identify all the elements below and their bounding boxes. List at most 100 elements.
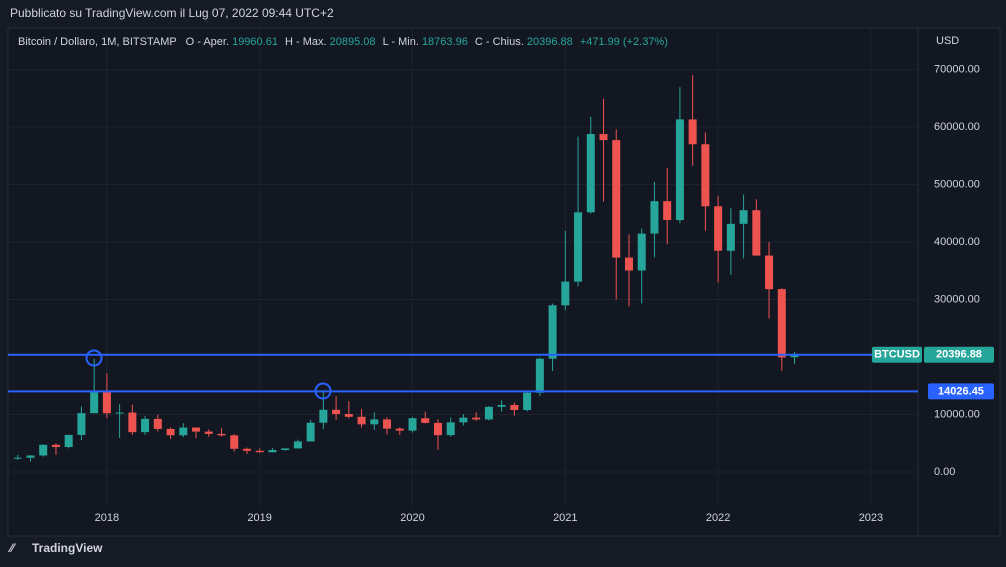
candle-body bbox=[612, 140, 621, 258]
legend-close-label: C - Chius. bbox=[475, 36, 524, 48]
legend-low-label: L - Min. bbox=[383, 36, 419, 48]
candle-body bbox=[39, 444, 48, 456]
candle-body bbox=[574, 212, 583, 282]
candle-body bbox=[523, 392, 532, 411]
candle-body bbox=[166, 428, 175, 436]
candle-body bbox=[64, 434, 73, 448]
y-tick-label: 70000.00 bbox=[934, 63, 980, 75]
candle-body bbox=[561, 281, 570, 306]
legend-open: 19960.61 bbox=[232, 36, 278, 48]
candle-body bbox=[77, 413, 86, 435]
y-tick-label: 10000.00 bbox=[934, 408, 980, 420]
candle-body bbox=[535, 358, 544, 393]
candle-body bbox=[115, 412, 124, 414]
candle-body bbox=[663, 201, 672, 221]
price-value-box bbox=[924, 346, 994, 363]
candle-body bbox=[726, 223, 735, 251]
candle-body bbox=[777, 289, 786, 358]
candle-body bbox=[688, 119, 697, 145]
x-tick-label: 2022 bbox=[706, 512, 730, 524]
candle-body bbox=[230, 435, 239, 449]
price-value: 20396.88 bbox=[936, 349, 982, 361]
annotation-circle bbox=[314, 382, 332, 400]
footer-logo: ⁄⁄ bbox=[7, 541, 17, 555]
price-name-box bbox=[872, 346, 922, 363]
candle-body bbox=[701, 144, 710, 207]
candle-body bbox=[421, 418, 430, 423]
y-tick-label: 30000.00 bbox=[934, 293, 980, 305]
legend-low: 18763.96 bbox=[422, 36, 468, 48]
candle-body bbox=[548, 305, 557, 359]
legend-close: 20396.88 bbox=[527, 36, 573, 48]
annotation-circle bbox=[85, 349, 103, 367]
candle-body bbox=[153, 418, 162, 429]
footer-brand: TradingView bbox=[32, 541, 103, 555]
y-axis-label: USD bbox=[936, 35, 959, 47]
candle-body bbox=[484, 406, 493, 420]
candle-body bbox=[13, 457, 22, 459]
candle-body bbox=[446, 422, 455, 436]
y-tick-label: 40000.00 bbox=[934, 236, 980, 248]
legend-open-label: O - Aper. bbox=[186, 36, 229, 48]
candle-body bbox=[268, 450, 277, 453]
candle-body bbox=[459, 417, 468, 423]
candle-body bbox=[293, 441, 302, 449]
legend: Bitcoin / Dollaro, 1M, BITSTAMP O - Aper… bbox=[18, 36, 668, 48]
candle-body bbox=[790, 354, 799, 358]
candle-body bbox=[675, 119, 684, 221]
hline-label-box bbox=[928, 383, 994, 400]
y-tick-label: 60000.00 bbox=[934, 121, 980, 133]
x-tick-label: 2021 bbox=[553, 512, 577, 524]
candle-body bbox=[141, 418, 150, 433]
candle-body bbox=[395, 428, 404, 431]
header: Pubblicato su TradingView.com il Lug 07,… bbox=[10, 6, 334, 20]
candle-body bbox=[752, 210, 761, 256]
candle-body bbox=[510, 405, 519, 411]
candle-body bbox=[765, 255, 774, 290]
candle-body bbox=[370, 419, 379, 425]
candle-body bbox=[281, 448, 290, 451]
candle-body bbox=[319, 409, 328, 423]
candle-body bbox=[51, 444, 60, 448]
candle-body bbox=[217, 433, 226, 436]
candle-body bbox=[332, 409, 341, 415]
candle-body bbox=[102, 392, 111, 414]
legend-symbol: Bitcoin / Dollaro, 1M, BITSTAMP bbox=[18, 36, 177, 48]
candle-body bbox=[714, 206, 723, 251]
x-tick-label: 2019 bbox=[247, 512, 271, 524]
x-tick-label: 2020 bbox=[400, 512, 424, 524]
price-name: BTCUSD bbox=[874, 349, 920, 361]
candle-body bbox=[599, 134, 608, 141]
candle-body bbox=[383, 419, 392, 429]
candle-body bbox=[472, 417, 481, 420]
candle-body bbox=[637, 233, 646, 271]
candle-body bbox=[650, 201, 659, 234]
candle-body bbox=[344, 414, 353, 417]
candle-body bbox=[26, 455, 35, 458]
candle-body bbox=[739, 210, 748, 224]
x-tick-label: 2018 bbox=[95, 512, 119, 524]
candle-body bbox=[242, 448, 251, 451]
legend-change: +471.99 (+2.37%) bbox=[580, 36, 668, 48]
candle-body bbox=[408, 418, 417, 431]
plot bbox=[8, 75, 918, 462]
candle-body bbox=[433, 422, 442, 436]
y-tick-label: 50000.00 bbox=[934, 178, 980, 190]
candle-body bbox=[255, 450, 264, 453]
candle-body bbox=[192, 427, 201, 432]
candle-body bbox=[586, 134, 595, 213]
legend-high-label: H - Max. bbox=[285, 36, 327, 48]
candle-body bbox=[357, 416, 366, 425]
hline-label: 14026.45 bbox=[938, 385, 984, 397]
candle-body bbox=[497, 405, 506, 407]
candle-body bbox=[204, 431, 213, 434]
price-labels: 0.00 10000.00 30000.00 40000.00 50000.00 6000… bbox=[95, 63, 994, 524]
candle-body bbox=[306, 422, 315, 442]
chart-panel bbox=[7, 27, 1001, 537]
legend-high: 20895.08 bbox=[330, 36, 376, 48]
candle-body bbox=[179, 427, 188, 436]
candle-body bbox=[128, 412, 137, 433]
y-tick-label: 0.00 bbox=[934, 466, 955, 478]
candle-body bbox=[624, 257, 633, 271]
